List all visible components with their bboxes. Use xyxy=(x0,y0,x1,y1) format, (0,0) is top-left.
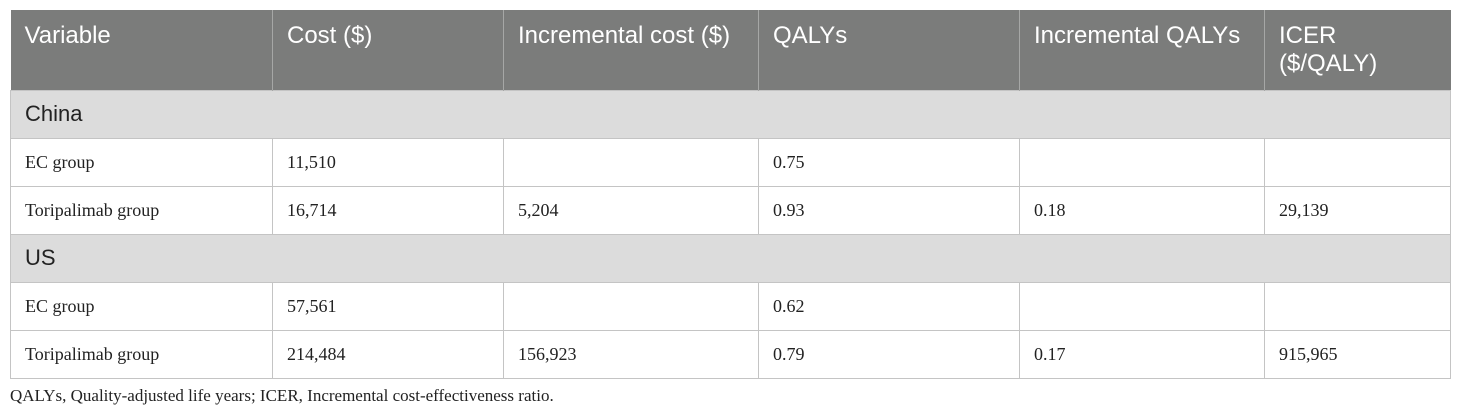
cell-variable: EC group xyxy=(10,137,273,187)
cell-incremental-qalys: 0.17 xyxy=(1019,329,1265,379)
table-header-row: Variable Cost ($) Incremental cost ($) Q… xyxy=(10,10,1451,90)
section-row-china: China xyxy=(10,89,1451,139)
cell-variable: Toripalimab group xyxy=(10,329,273,379)
section-label: China xyxy=(10,89,1451,139)
cell-qalys: 0.62 xyxy=(758,281,1020,331)
table-row: Toripalimab group 16,714 5,204 0.93 0.18… xyxy=(10,185,1451,235)
cell-qalys: 0.75 xyxy=(758,137,1020,187)
cell-incremental-qalys xyxy=(1019,281,1265,331)
cell-cost: 11,510 xyxy=(272,137,504,187)
cell-incremental-cost: 156,923 xyxy=(503,329,759,379)
table-row: EC group 11,510 0.75 xyxy=(10,137,1451,187)
table-footnote: QALYs, Quality-adjusted life years; ICER… xyxy=(10,386,554,405)
cell-icer xyxy=(1264,281,1451,331)
cell-icer: 915,965 xyxy=(1264,329,1451,379)
cell-incremental-qalys xyxy=(1019,137,1265,187)
header-incremental-qalys: Incremental QALYs xyxy=(1019,10,1265,90)
header-incremental-cost: Incremental cost ($) xyxy=(503,10,759,90)
cell-cost: 16,714 xyxy=(272,185,504,235)
cell-icer: 29,139 xyxy=(1264,185,1451,235)
cell-incremental-cost xyxy=(503,281,759,331)
cell-cost: 57,561 xyxy=(272,281,504,331)
cell-qalys: 0.79 xyxy=(758,329,1020,379)
section-label: US xyxy=(10,233,1451,283)
section-row-us: US xyxy=(10,233,1451,283)
table-row: EC group 57,561 0.62 xyxy=(10,281,1451,331)
cell-incremental-cost xyxy=(503,137,759,187)
cell-incremental-qalys: 0.18 xyxy=(1019,185,1265,235)
cell-qalys: 0.93 xyxy=(758,185,1020,235)
cost-effectiveness-table: Variable Cost ($) Incremental cost ($) Q… xyxy=(10,10,1451,379)
cell-cost: 214,484 xyxy=(272,329,504,379)
cell-incremental-cost: 5,204 xyxy=(503,185,759,235)
cell-variable: Toripalimab group xyxy=(10,185,273,235)
table-row: Toripalimab group 214,484 156,923 0.79 0… xyxy=(10,329,1451,379)
header-variable: Variable xyxy=(10,10,273,90)
header-icer: ICER ($/QALY) xyxy=(1264,10,1451,90)
header-cost: Cost ($) xyxy=(272,10,504,90)
header-qalys: QALYs xyxy=(758,10,1020,90)
cell-variable: EC group xyxy=(10,281,273,331)
results-table-container: Variable Cost ($) Incremental cost ($) Q… xyxy=(10,10,1451,379)
cell-icer xyxy=(1264,137,1451,187)
